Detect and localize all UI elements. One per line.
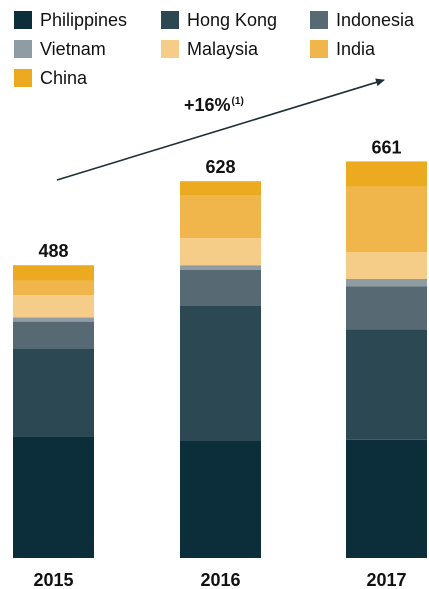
bar-segment-china-2017	[346, 161, 427, 187]
bar-segment-vietnam-2017	[346, 279, 427, 287]
total-label-2015: 488	[38, 241, 68, 261]
legend-item-india: India	[310, 39, 375, 59]
bar-segment-indonesia-2017	[346, 286, 427, 330]
bar-segment-hong-kong-2016	[180, 306, 261, 441]
x-tick-label-2016: 2016	[200, 570, 240, 589]
chart-legend: Philippines Hong Kong Indonesia Vietnam …	[0, 0, 429, 100]
legend-item-malaysia: Malaysia	[161, 39, 258, 59]
growth-arrow	[56, 78, 385, 181]
bar-segment-indonesia-2015	[13, 321, 94, 349]
legend-label-malaysia: Malaysia	[187, 39, 259, 59]
growth-annotation: +16%(1)	[184, 95, 244, 116]
bar-segment-hong-kong-2015	[13, 348, 94, 437]
bar-segment-china-2015	[13, 265, 94, 281]
bar-stacks	[13, 161, 427, 558]
legend-item-hong-kong: Hong Kong	[161, 10, 277, 30]
x-tick-label-2017: 2017	[366, 570, 406, 589]
legend-item-philippines: Philippines	[14, 10, 127, 30]
value-labels: 488 2015 628 2016 661 2017	[33, 137, 406, 589]
legend-swatch-philippines	[14, 11, 32, 29]
bar-segment-malaysia-2016	[180, 238, 261, 266]
bar-segment-vietnam-2015	[13, 317, 94, 322]
legend-item-china: China	[14, 68, 87, 88]
legend-swatch-indonesia	[310, 11, 328, 29]
legend-item-vietnam: Vietnam	[14, 39, 106, 59]
bar-segment-malaysia-2017	[346, 252, 427, 279]
legend-swatch-vietnam	[14, 40, 32, 58]
legend-swatch-china	[14, 69, 32, 87]
legend-item-indonesia: Indonesia	[310, 10, 414, 30]
growth-label: +16%	[184, 95, 231, 115]
legend-label-india: India	[336, 39, 376, 59]
bar-segment-vietnam-2016	[180, 265, 261, 270]
bar-segment-india-2017	[346, 186, 427, 252]
legend-swatch-india	[310, 40, 328, 58]
x-tick-label-2015: 2015	[33, 570, 73, 589]
bar-segment-philippines-2016	[180, 440, 261, 558]
bar-segment-malaysia-2015	[13, 295, 94, 318]
legend-swatch-malaysia	[161, 40, 179, 58]
legend-label-hong-kong: Hong Kong	[187, 10, 278, 30]
growth-footnote: (1)	[231, 96, 244, 107]
bar-segment-indonesia-2016	[180, 270, 261, 306]
bar-segment-india-2016	[180, 195, 261, 239]
bar-segment-philippines-2015	[13, 436, 94, 558]
bar-segment-hong-kong-2017	[346, 329, 427, 440]
total-label-2017: 661	[371, 137, 401, 157]
legend-label-china: China	[40, 68, 88, 88]
bar-segment-china-2016	[180, 181, 261, 195]
legend-swatch-hong-kong	[161, 11, 179, 29]
legend-label-indonesia: Indonesia	[336, 10, 415, 30]
bar-segment-philippines-2017	[346, 439, 427, 558]
legend-label-philippines: Philippines	[40, 10, 128, 30]
bar-segment-india-2015	[13, 280, 94, 296]
legend-label-vietnam: Vietnam	[40, 39, 106, 59]
total-label-2016: 628	[205, 157, 235, 177]
